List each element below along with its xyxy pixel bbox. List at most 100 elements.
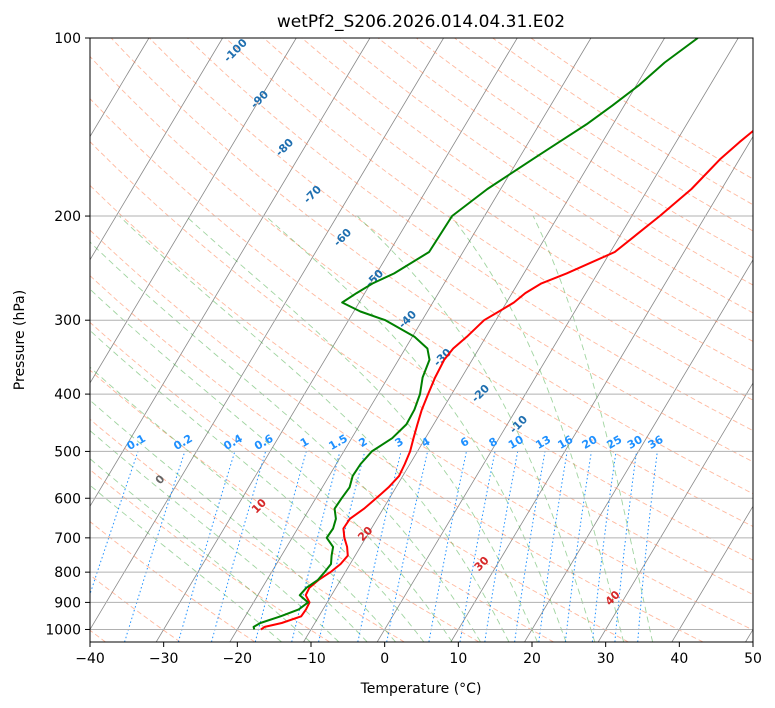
y-tick-label: 1000 bbox=[45, 622, 81, 638]
moist-adiabat bbox=[90, 458, 311, 642]
mixing-ratio-label: 0.1 bbox=[125, 432, 148, 453]
isotherm-line bbox=[597, 382, 753, 642]
x-tick-label: −10 bbox=[296, 651, 326, 667]
chart-title: wetPf2_S206.2026.014.04.31.E02 bbox=[277, 12, 565, 32]
mixing-ratio-line bbox=[177, 451, 236, 642]
y-tick-label: 700 bbox=[54, 531, 81, 547]
plot-frame bbox=[89, 37, 754, 643]
dry-adiabat bbox=[90, 521, 256, 642]
isotherm-line bbox=[155, 38, 518, 642]
x-tick-label: 0 bbox=[380, 651, 389, 667]
moist-adiabat-label: -70 bbox=[301, 183, 324, 206]
mixing-ratio-label: 1 bbox=[298, 435, 311, 450]
y-tick-label: 200 bbox=[54, 209, 81, 225]
dry-adiabat bbox=[90, 55, 753, 527]
mixing-ratio-label: 4 bbox=[419, 435, 432, 450]
mixing-ratio-line bbox=[564, 451, 592, 642]
moist-adiabat bbox=[450, 215, 625, 642]
dewpoint-line bbox=[252, 38, 699, 630]
x-tick-label: 50 bbox=[744, 651, 762, 667]
mixing-ratio-line bbox=[538, 451, 568, 642]
y-tick-label: 600 bbox=[54, 491, 81, 507]
dry-adiabat bbox=[263, 38, 753, 371]
moist-adiabat-label: -10 bbox=[507, 413, 530, 436]
moist-adiabat-label: -60 bbox=[331, 226, 354, 249]
dry-adiabat bbox=[90, 418, 405, 642]
moist-adiabat-label: -100 bbox=[221, 36, 250, 65]
y-tick-label: 800 bbox=[54, 565, 81, 581]
mixing-ratio-label: 6 bbox=[458, 435, 471, 450]
x-tick-label: −30 bbox=[149, 651, 179, 667]
mixing-ratio-label: 30 bbox=[625, 433, 645, 452]
y-axis-ticks: 100 200 300 400 500 600 700 800 900 1000 bbox=[45, 31, 90, 638]
mixing-ratio-label: 0.6 bbox=[252, 432, 276, 453]
isotherm-line bbox=[229, 38, 592, 642]
mixing-ratio-line bbox=[484, 451, 519, 642]
y-tick-label: 500 bbox=[54, 444, 81, 460]
isotherm-line bbox=[450, 135, 753, 642]
moist-adiabat-label: -80 bbox=[273, 136, 296, 159]
dry-adiabat bbox=[90, 321, 554, 642]
isotherm-line bbox=[90, 38, 371, 508]
dry-adiabat bbox=[110, 38, 753, 495]
mixing-ratio-line bbox=[124, 451, 186, 642]
x-axis-label: Temperature (°C) bbox=[360, 681, 482, 697]
moist-adiabat-label: -30 bbox=[431, 346, 454, 369]
dry-adiabat bbox=[530, 38, 753, 180]
pressure-gridlines bbox=[90, 38, 753, 630]
mixing-ratio-line bbox=[459, 451, 496, 642]
x-tick-label: 30 bbox=[597, 651, 615, 667]
mixing-ratio-label: 13 bbox=[533, 433, 553, 452]
dry-adiabat bbox=[90, 469, 330, 642]
mixing-ratio-label: 0.4 bbox=[221, 432, 245, 453]
isotherm-line bbox=[90, 38, 223, 261]
mixing-ratio-line bbox=[591, 451, 617, 642]
isotherm-line bbox=[524, 259, 753, 642]
mixing-ratio-line bbox=[614, 451, 638, 642]
dry-adiabat bbox=[148, 38, 753, 463]
mixing-ratio-line bbox=[254, 451, 307, 642]
mixing-ratio-label: 8 bbox=[487, 435, 500, 450]
moist-adiabat bbox=[185, 215, 538, 642]
mixing-ratio-label: 25 bbox=[604, 433, 624, 452]
dry-adiabat bbox=[90, 184, 753, 631]
dry-adiabat bbox=[90, 275, 629, 642]
mixing-ratio-line bbox=[211, 451, 267, 642]
dry-adiabat bbox=[377, 38, 753, 286]
mixing-ratio-line bbox=[637, 451, 658, 642]
moist-adiabat bbox=[265, 215, 567, 642]
moist-adiabat bbox=[90, 329, 425, 642]
x-tick-label: −20 bbox=[223, 651, 253, 667]
y-tick-label: 400 bbox=[54, 387, 81, 403]
x-tick-label: 20 bbox=[523, 651, 541, 667]
dry-adiabat bbox=[187, 38, 753, 432]
moist-adiabat bbox=[90, 484, 282, 642]
x-tick-label: 40 bbox=[670, 651, 688, 667]
dry-adiabat bbox=[90, 98, 753, 561]
dry-adiabat bbox=[90, 141, 753, 596]
moist-adiabat-label: -20 bbox=[469, 382, 492, 405]
dry-adiabat bbox=[454, 38, 753, 232]
isotherm-line bbox=[376, 38, 739, 642]
moist-adiabat bbox=[90, 241, 481, 642]
isotherm-line bbox=[0, 38, 2, 642]
y-axis-label: Pressure (hPa) bbox=[12, 290, 28, 390]
y-tick-label: 300 bbox=[54, 313, 81, 329]
dry-adiabat bbox=[301, 38, 753, 342]
temperature-line bbox=[260, 129, 753, 631]
dry-adiabat bbox=[492, 38, 753, 206]
moist-adiabat bbox=[90, 288, 453, 642]
isotherm-line bbox=[671, 505, 753, 642]
mixing-ratio-line bbox=[318, 451, 366, 642]
isotherm-line bbox=[90, 38, 297, 384]
mixing-ratio-label: 2 bbox=[356, 435, 369, 450]
y-tick-label: 100 bbox=[54, 31, 81, 47]
y-tick-label: 900 bbox=[54, 595, 81, 611]
mixing-ratio-label: 36 bbox=[646, 433, 666, 452]
line-labels: 0.1 0.2 0.4 0.6 1 1.5 2 3 4 6 8 10 13 16 20 25 30 36-100-… bbox=[125, 36, 666, 608]
dry-adiabat bbox=[416, 38, 753, 259]
x-axis-ticks: −40 −30 −20 −10 0 10 20 30 40 50 bbox=[75, 642, 762, 667]
moist-adiabat bbox=[532, 215, 654, 642]
x-tick-label: −40 bbox=[75, 651, 105, 667]
